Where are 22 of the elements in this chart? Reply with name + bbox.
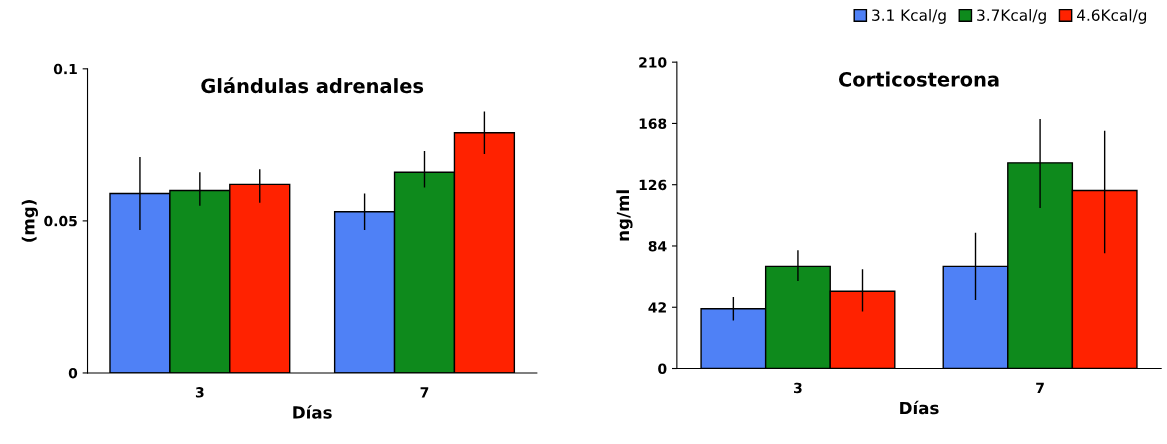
y-tick-label: 126: [639, 179, 667, 191]
x-axis-title: Días: [900, 400, 939, 415]
x-tick-label: 7: [420, 387, 429, 398]
y-tick-label: 0: [658, 363, 667, 374]
x-tick-label: 3: [195, 387, 204, 398]
chart-title: Glándulas adrenales: [201, 77, 424, 94]
y-tick-label: 84: [648, 240, 667, 252]
y-axis-title: (mg): [21, 200, 38, 242]
legend-label: 4.6Kcal/g: [1076, 9, 1147, 24]
y-tick-label: 0.05: [44, 215, 77, 227]
y-tick-label: 168: [639, 118, 667, 129]
y-tick-label: 42: [648, 302, 666, 313]
y-tick-label: 0: [68, 367, 78, 379]
y-tick-label: 0.1: [53, 63, 77, 75]
chart-title: Corticosterona: [838, 71, 999, 87]
x-tick-label: 7: [1036, 382, 1044, 393]
x-tick-label: 3: [794, 382, 802, 394]
x-axis-title: Días: [293, 405, 332, 419]
y-tick-label: 210: [639, 57, 667, 68]
legend-label: 3.1 Kcal/g: [872, 9, 946, 24]
y-axis-title: ng/ml: [616, 190, 633, 241]
legend-label: 3.7Kcal/g: [977, 9, 1046, 24]
